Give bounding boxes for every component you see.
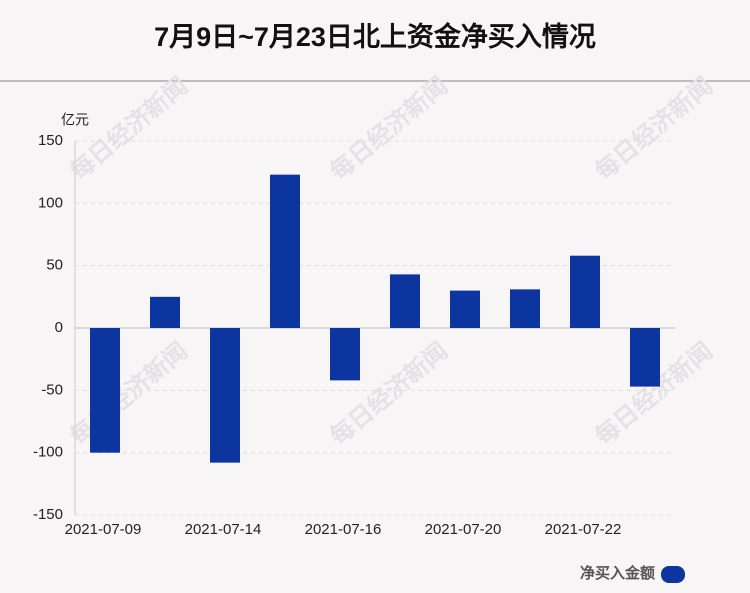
- bar: [450, 290, 480, 328]
- x-tick-label: 2021-07-14: [185, 521, 262, 538]
- y-tick-label: -50: [41, 381, 63, 398]
- bar: [510, 289, 540, 328]
- y-tick-label: 100: [38, 194, 63, 211]
- y-tick-label: 0: [55, 319, 63, 336]
- x-tick-label: 2021-07-20: [425, 521, 502, 538]
- x-tick-label: 2021-07-22: [545, 521, 622, 538]
- y-tick-label: -100: [33, 444, 63, 461]
- legend-swatch: [661, 566, 685, 583]
- bar: [330, 328, 360, 381]
- legend-label: 净买入金额: [580, 564, 655, 582]
- bar: [390, 274, 420, 328]
- bar: [570, 255, 600, 328]
- chart-title: 7月9日~7月23日北上资金净买入情况: [154, 21, 596, 52]
- unit-label: 亿元: [61, 112, 89, 128]
- y-tick-label: -150: [33, 506, 63, 523]
- bar: [210, 328, 240, 463]
- bar: [630, 328, 660, 387]
- x-tick-label: 2021-07-16: [305, 521, 382, 538]
- bar: [150, 296, 180, 328]
- y-tick-label: 50: [46, 257, 63, 274]
- bar: [90, 328, 120, 453]
- bar: [270, 174, 300, 328]
- x-tick-label: 2021-07-09: [65, 521, 142, 538]
- y-tick-label: 150: [38, 132, 63, 149]
